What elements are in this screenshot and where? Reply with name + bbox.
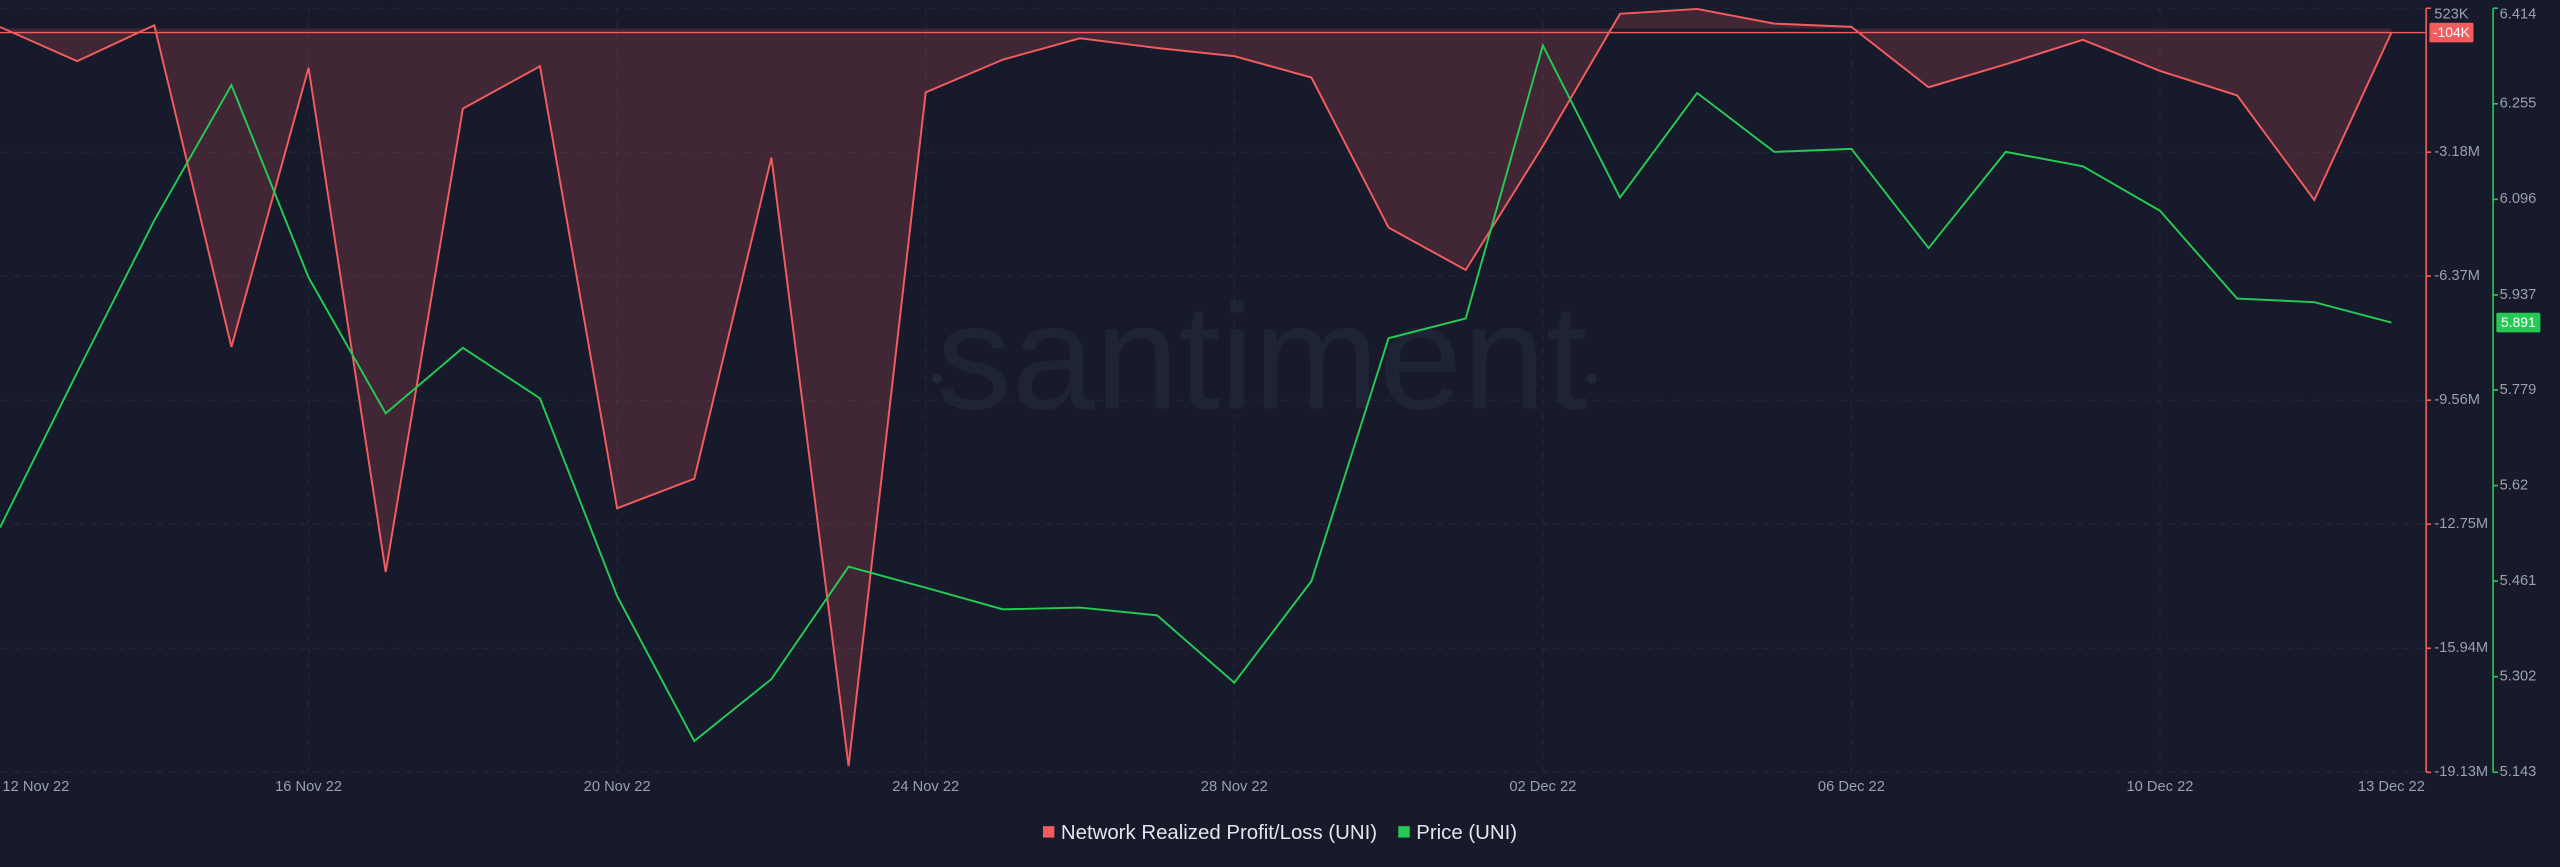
y2-tick-label: 6.414 [2500,7,2537,23]
x-tick-label: 24 Nov 22 [892,779,959,795]
x-tick-label: 28 Nov 22 [1201,779,1268,795]
y2-tick-label: 6.096 [2500,191,2537,207]
y-tick-label: -15.94M [2434,640,2488,656]
last-value-badge [2429,22,2474,43]
watermark: santiment [932,273,1597,441]
x-tick-label: 02 Dec 22 [1509,779,1576,795]
y-tick-label: -3.18M [2434,144,2480,160]
series-line [0,42,2392,743]
watermark-dot [1586,373,1597,384]
y2-tick-label: 5.143 [2500,764,2537,780]
x-tick-label: 13 Dec 22 [2358,779,2425,795]
series-line [0,7,2393,767]
y-tick-label: -12.75M [2434,516,2488,532]
y2-tick-label: 5.937 [2500,287,2537,303]
watermark-text: santiment [936,273,1587,441]
last-value-label: -104K [2433,24,2471,40]
area [0,8,2392,767]
x-tick-label: 20 Nov 22 [584,779,651,795]
y2-tick-label: 6.255 [2500,96,2537,112]
x-tick-label: 10 Dec 22 [2127,779,2194,795]
legend-swatch [1042,826,1055,838]
y2-tick-label: 5.62 [2500,477,2529,493]
legend: Network Realized Profit/Loss (UNI) Price … [1042,822,1517,844]
watermark-dot [932,373,943,384]
y2-tick-label: 5.779 [2500,382,2537,398]
x-tick-label: 06 Dec 22 [1818,779,1885,795]
y-tick-label: 523K [2434,7,2469,23]
y2-tick-label: 5.302 [2500,669,2537,685]
legend-label: Network Realized Profit/Loss (UNI) [1061,822,1377,844]
x-tick-label: 12 Nov 22 [2,779,69,795]
legend-swatch [1398,826,1410,838]
y-tick-label: -9.56M [2434,392,2480,408]
x-tick-label: 16 Nov 22 [275,779,342,795]
legend-label: Price (UNI) [1416,822,1517,844]
y2-tick-label: 5.461 [2500,573,2537,589]
last-value-badge [2496,312,2541,333]
last-value-label: 5.891 [2501,314,2536,330]
y-tick-label: -6.37M [2434,268,2480,284]
y-tick-label: -19.13M [2434,764,2488,780]
